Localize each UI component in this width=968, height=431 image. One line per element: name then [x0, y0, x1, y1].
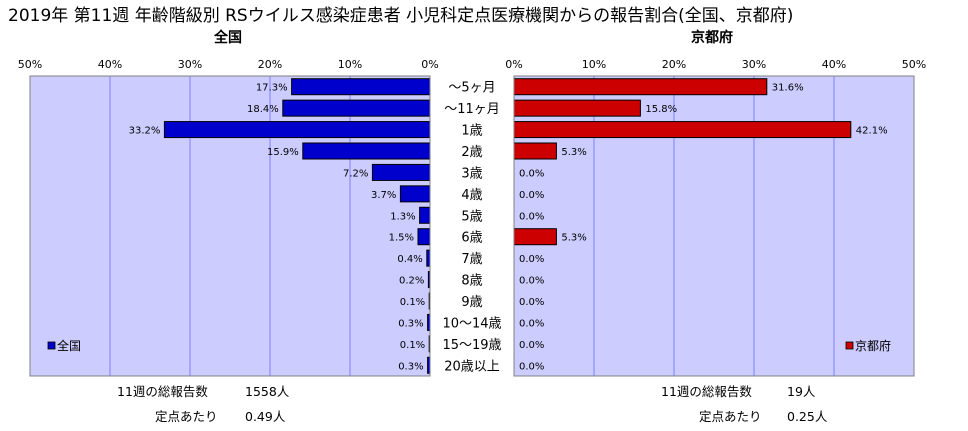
kyoto-data-label: 42.1% — [856, 126, 888, 137]
kyoto-total-label: 11週の総報告数 — [661, 384, 752, 399]
kyoto-plot-area — [514, 76, 914, 376]
kyoto-data-label: 0.0% — [519, 318, 544, 329]
age-category-label: ～5ヶ月 — [448, 81, 495, 96]
national-plot-area — [30, 76, 430, 376]
age-category-label: 15～19歳 — [442, 338, 501, 353]
national-total-label: 11週の総報告数 — [117, 384, 208, 399]
chart-title: 2019年 第11週 年齢階級別 RSウイルス感染症患者 小児科定点医療機関から… — [8, 6, 793, 26]
national-bar — [371, 163, 431, 181]
age-category-label: ～11ヶ月 — [444, 102, 500, 117]
kyoto-data-label: 5.3% — [561, 147, 586, 158]
national-bar — [291, 78, 431, 96]
national-data-label: 1.3% — [390, 211, 415, 222]
age-category-label: 20歳以上 — [444, 359, 500, 374]
national-data-label: 7.2% — [343, 168, 368, 179]
national-per-value: 0.49人 — [245, 409, 286, 424]
kyoto-tick-label: 30% — [742, 58, 766, 71]
national-data-label: 17.3% — [256, 83, 288, 94]
national-per-label: 定点あたり — [155, 409, 218, 424]
national-bar — [417, 228, 431, 246]
national-bar — [282, 99, 431, 117]
kyoto-bar — [513, 121, 852, 139]
national-bar — [163, 121, 431, 139]
kyoto-data-label: 0.0% — [519, 297, 544, 308]
national-data-label: 0.3% — [398, 318, 423, 329]
kyoto-per-value: 0.25人 — [787, 409, 828, 424]
kyoto-bar — [513, 99, 641, 117]
national-data-label: 0.4% — [397, 254, 422, 265]
national-tick-label: 20% — [258, 58, 282, 71]
kyoto-bar — [513, 142, 557, 160]
kyoto-tick-label: 50% — [902, 58, 926, 71]
kyoto-plot-border — [513, 75, 915, 377]
national-legend: 全国 — [47, 338, 81, 353]
kyoto-legend-label: 京都府 — [855, 338, 891, 353]
national-data-label: 18.4% — [247, 104, 279, 115]
kyoto-data-label: 0.0% — [519, 361, 544, 372]
kyoto-tick-label: 40% — [822, 58, 846, 71]
national-legend-swatch — [47, 341, 56, 350]
kyoto-per-label: 定点あたり — [699, 409, 762, 424]
kyoto-tick-label: 0% — [505, 58, 522, 71]
kyoto-legend: 京都府 — [845, 338, 891, 353]
age-category-label: 4歳 — [461, 188, 482, 203]
national-data-label: 1.5% — [389, 233, 414, 244]
kyoto-data-label: 5.3% — [561, 233, 586, 244]
kyoto-data-label: 0.0% — [519, 254, 544, 265]
age-category-label: 9歳 — [461, 295, 482, 310]
national-data-label: 15.9% — [267, 147, 299, 158]
national-data-label: 33.2% — [129, 126, 161, 137]
age-category-label: 10～14歳 — [442, 316, 501, 331]
age-category-label: 7歳 — [461, 252, 482, 267]
national-data-label: 0.3% — [398, 361, 423, 372]
national-tick-label: 40% — [98, 58, 122, 71]
kyoto-data-label: 0.0% — [519, 211, 544, 222]
age-category-label: 1歳 — [461, 124, 482, 139]
national-data-label: 0.2% — [399, 276, 424, 287]
kyoto-data-label: 15.8% — [645, 104, 677, 115]
national-data-label: 3.7% — [371, 190, 396, 201]
national-bar — [302, 142, 431, 160]
kyoto-data-label: 0.0% — [519, 276, 544, 287]
national-data-label: 0.1% — [400, 340, 425, 351]
national-tick-label: 10% — [338, 58, 362, 71]
national-bar — [399, 185, 431, 203]
kyoto-data-label: 0.0% — [519, 340, 544, 351]
national-total-value: 1558人 — [245, 384, 290, 399]
kyoto-bar — [513, 228, 557, 246]
kyoto-tick-label: 20% — [662, 58, 686, 71]
age-category-label: 5歳 — [461, 209, 482, 224]
age-category-label: 2歳 — [461, 145, 482, 160]
age-category-label: 3歳 — [461, 166, 482, 181]
national-data-label: 0.1% — [400, 297, 425, 308]
age-category-label: 8歳 — [461, 274, 482, 289]
age-category-label: 6歳 — [461, 231, 482, 246]
national-tick-label: 50% — [18, 58, 42, 71]
kyoto-tick-label: 10% — [582, 58, 606, 71]
kyoto-data-label: 31.6% — [772, 83, 804, 94]
national-subtitle: 全国 — [213, 29, 242, 46]
national-bar — [419, 206, 431, 224]
kyoto-legend-swatch — [845, 341, 854, 350]
kyoto-bar — [513, 78, 768, 96]
national-plot-border — [29, 75, 431, 377]
national-tick-label: 0% — [421, 58, 438, 71]
kyoto-data-label: 0.0% — [519, 190, 544, 201]
kyoto-total-value: 19人 — [787, 384, 816, 399]
national-legend-label: 全国 — [57, 338, 81, 353]
kyoto-subtitle: 京都府 — [691, 29, 733, 46]
kyoto-data-label: 0.0% — [519, 168, 544, 179]
national-tick-label: 30% — [178, 58, 202, 71]
